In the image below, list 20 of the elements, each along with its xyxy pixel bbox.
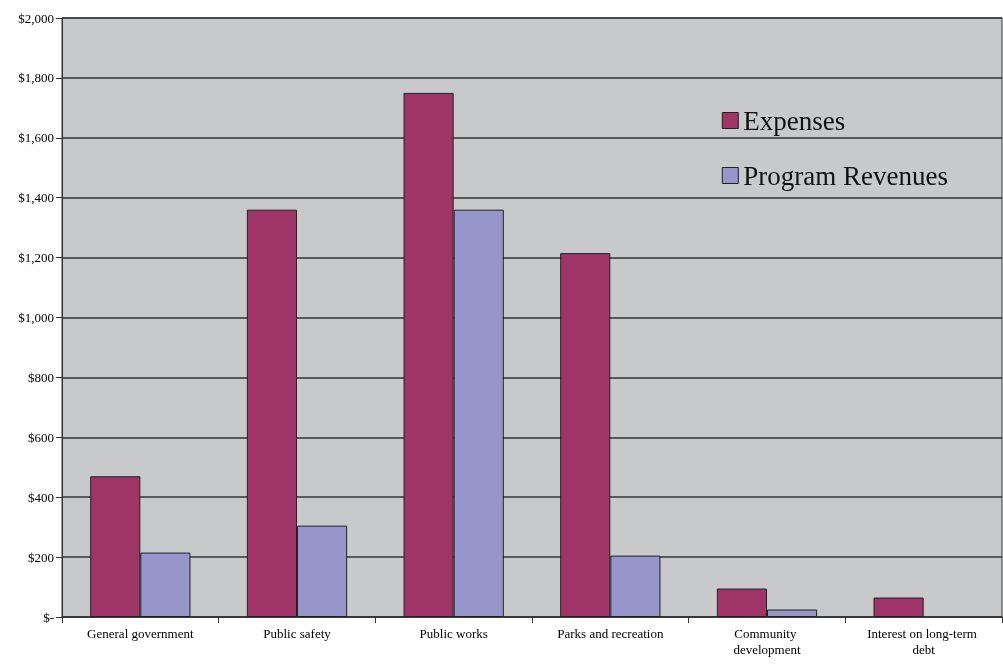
y-tick-label: $1,600 [18, 130, 54, 146]
y-tick-label: $200 [28, 549, 54, 565]
x-tick-label: General government [87, 625, 194, 641]
legend-label: Program Revenues [743, 160, 948, 191]
x-tick-label: Public safety [263, 625, 332, 641]
y-tick-label: $400 [28, 489, 54, 505]
y-tick-label: $1,200 [18, 250, 54, 266]
y-tick-label: $1,800 [18, 70, 54, 86]
y-tick-label: $600 [28, 429, 54, 445]
legend-label: Expenses [743, 105, 846, 136]
y-tick-label: $1,400 [18, 190, 54, 206]
bar [873, 597, 924, 617]
y-tick-label: $800 [28, 369, 54, 385]
y-tick-label: $1,000 [18, 310, 54, 325]
x-tick-label: Parks and recreation [557, 625, 664, 641]
x-tick-label: Interest on long-term debt [867, 625, 981, 657]
x-tick-label: Public works [419, 625, 488, 641]
y-tick-label: $2,000 [18, 10, 54, 26]
y-tick-label: $- [43, 609, 54, 625]
x-tick-label: Community development [733, 625, 801, 657]
